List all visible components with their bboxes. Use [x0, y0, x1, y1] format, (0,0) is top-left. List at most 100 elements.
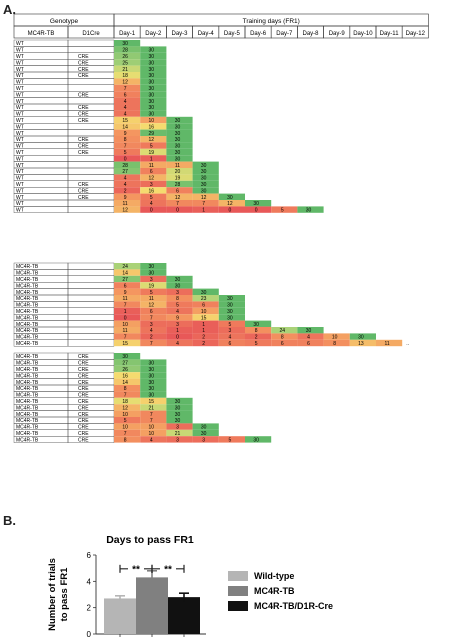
heat-cell-value: 30 [122, 354, 128, 360]
heat-cell-value: 30 [201, 182, 207, 188]
heat-cell-value: 19 [175, 176, 181, 182]
heat-cell-value: 1 [124, 309, 127, 315]
heat-cell-value: 30 [149, 271, 155, 277]
genotype-label: MC4R-TB [16, 380, 39, 386]
heat-cell-value: 27 [122, 169, 128, 175]
heat-cell-value: 3 [176, 322, 179, 328]
heat-cell [376, 339, 403, 347]
heat-cell-value: 25 [122, 60, 128, 66]
heat-cell-value: 9 [176, 315, 179, 321]
heat-cell [140, 288, 167, 295]
heat-cell-value: 27 [122, 277, 128, 283]
genotype-label: WT [16, 67, 24, 73]
heat-cell-value: 19 [149, 283, 155, 289]
heat-cell-value: 11 [122, 328, 127, 334]
heat-cell [297, 333, 324, 340]
heat-cell [166, 161, 193, 168]
heat-cell [114, 168, 141, 175]
genotype-label: MC4R-TB [16, 341, 39, 347]
genotype-label: WT [16, 86, 24, 92]
heat-cell-value: 5 [150, 290, 153, 296]
heat-cell-value: 21 [175, 431, 181, 437]
heat-cell-value: 4 [307, 335, 310, 341]
heat-cell [166, 116, 193, 124]
heat-cell-value: 30 [149, 105, 155, 111]
heat-cell-value: 30 [149, 361, 155, 367]
legend-label: Wild-type [254, 571, 294, 581]
heat-cell [166, 136, 193, 143]
heat-cell [140, 84, 167, 92]
heat-cell [140, 129, 167, 136]
heat-cell-value: 5 [229, 322, 232, 328]
genotype-label: MC4R-TB [16, 296, 39, 302]
genotype-label: MC4R-TB [16, 277, 39, 283]
heat-cell [297, 327, 324, 334]
heat-cell [166, 404, 193, 411]
heat-cell [166, 320, 193, 327]
heat-cell [192, 301, 219, 308]
heat-cell-value: 30 [201, 431, 207, 437]
heat-cell [166, 206, 193, 213]
genotype-label: MC4R-TB [16, 386, 39, 392]
day-header-label: Day-8 [302, 31, 319, 37]
heat-cell-value: 7 [202, 201, 205, 207]
heat-cell-value: 30 [175, 277, 181, 283]
heat-cell [218, 295, 245, 302]
heat-cell [140, 339, 167, 347]
heat-cell [140, 187, 167, 194]
heat-cell [166, 333, 193, 340]
heat-cell-value: 26 [122, 367, 128, 373]
heat-cell-value: 30 [122, 41, 128, 47]
genotype-label: WT [16, 195, 24, 201]
heat-cell-value: 24 [280, 328, 286, 334]
genotype-label: MC4R-TB [16, 367, 39, 373]
heat-cell-value: 30 [175, 137, 181, 143]
heat-cell-value: 12 [227, 201, 233, 207]
cre-label: CRE [78, 437, 89, 443]
heat-cell [140, 269, 167, 276]
heat-cell [140, 91, 167, 98]
heat-cell [114, 353, 141, 360]
heat-cell-value: 3 [176, 425, 179, 431]
heat-cell-value: 2 [202, 335, 205, 341]
heat-cell [140, 404, 167, 411]
heat-cell-value: 4 [150, 437, 153, 443]
heat-cell [114, 52, 141, 60]
heat-cell-value: 1 [150, 156, 153, 162]
genotype-label: MC4R-TB [16, 290, 39, 296]
heat-cell-value: 30 [306, 328, 312, 334]
y-tick-label: 6 [87, 551, 92, 560]
heat-cell-value: 4 [124, 182, 127, 188]
heat-cell-value: 5 [124, 150, 127, 156]
heat-cell [166, 142, 193, 149]
heat-cell-value: 5 [229, 437, 232, 443]
heat-cell-value: 7 [150, 315, 153, 321]
heat-cell [218, 301, 245, 308]
heat-cell [140, 275, 167, 283]
heat-cell [245, 339, 272, 347]
heat-cell-value: 30 [227, 309, 233, 315]
heat-cell-value: 30 [227, 303, 233, 309]
heat-cell-value: 11 [384, 341, 389, 347]
genotype-label: WT [16, 99, 24, 105]
heat-cell-value: 10 [122, 425, 128, 431]
heat-cell-value: 4 [176, 309, 179, 315]
heat-cell-value: 30 [175, 144, 181, 150]
heat-cell [166, 168, 193, 175]
heat-cell [271, 206, 298, 213]
heat-cell-value: 0 [176, 335, 179, 341]
heat-cell [297, 339, 324, 347]
heat-cell-value: 13 [358, 341, 364, 347]
genotype-label: WT [16, 163, 24, 169]
heat-cell-value: 4 [176, 341, 179, 347]
heat-cell [140, 372, 167, 379]
heat-cell [192, 206, 219, 213]
heat-cell [114, 155, 141, 162]
heat-cell [114, 129, 141, 136]
heat-cell-value: 3 [176, 290, 179, 296]
heat-cell [140, 116, 167, 124]
cre-label: CRE [78, 73, 89, 79]
genotype-label: WT [16, 169, 24, 175]
cre-label: CRE [78, 405, 89, 411]
y-tick-label: 2 [87, 604, 92, 613]
